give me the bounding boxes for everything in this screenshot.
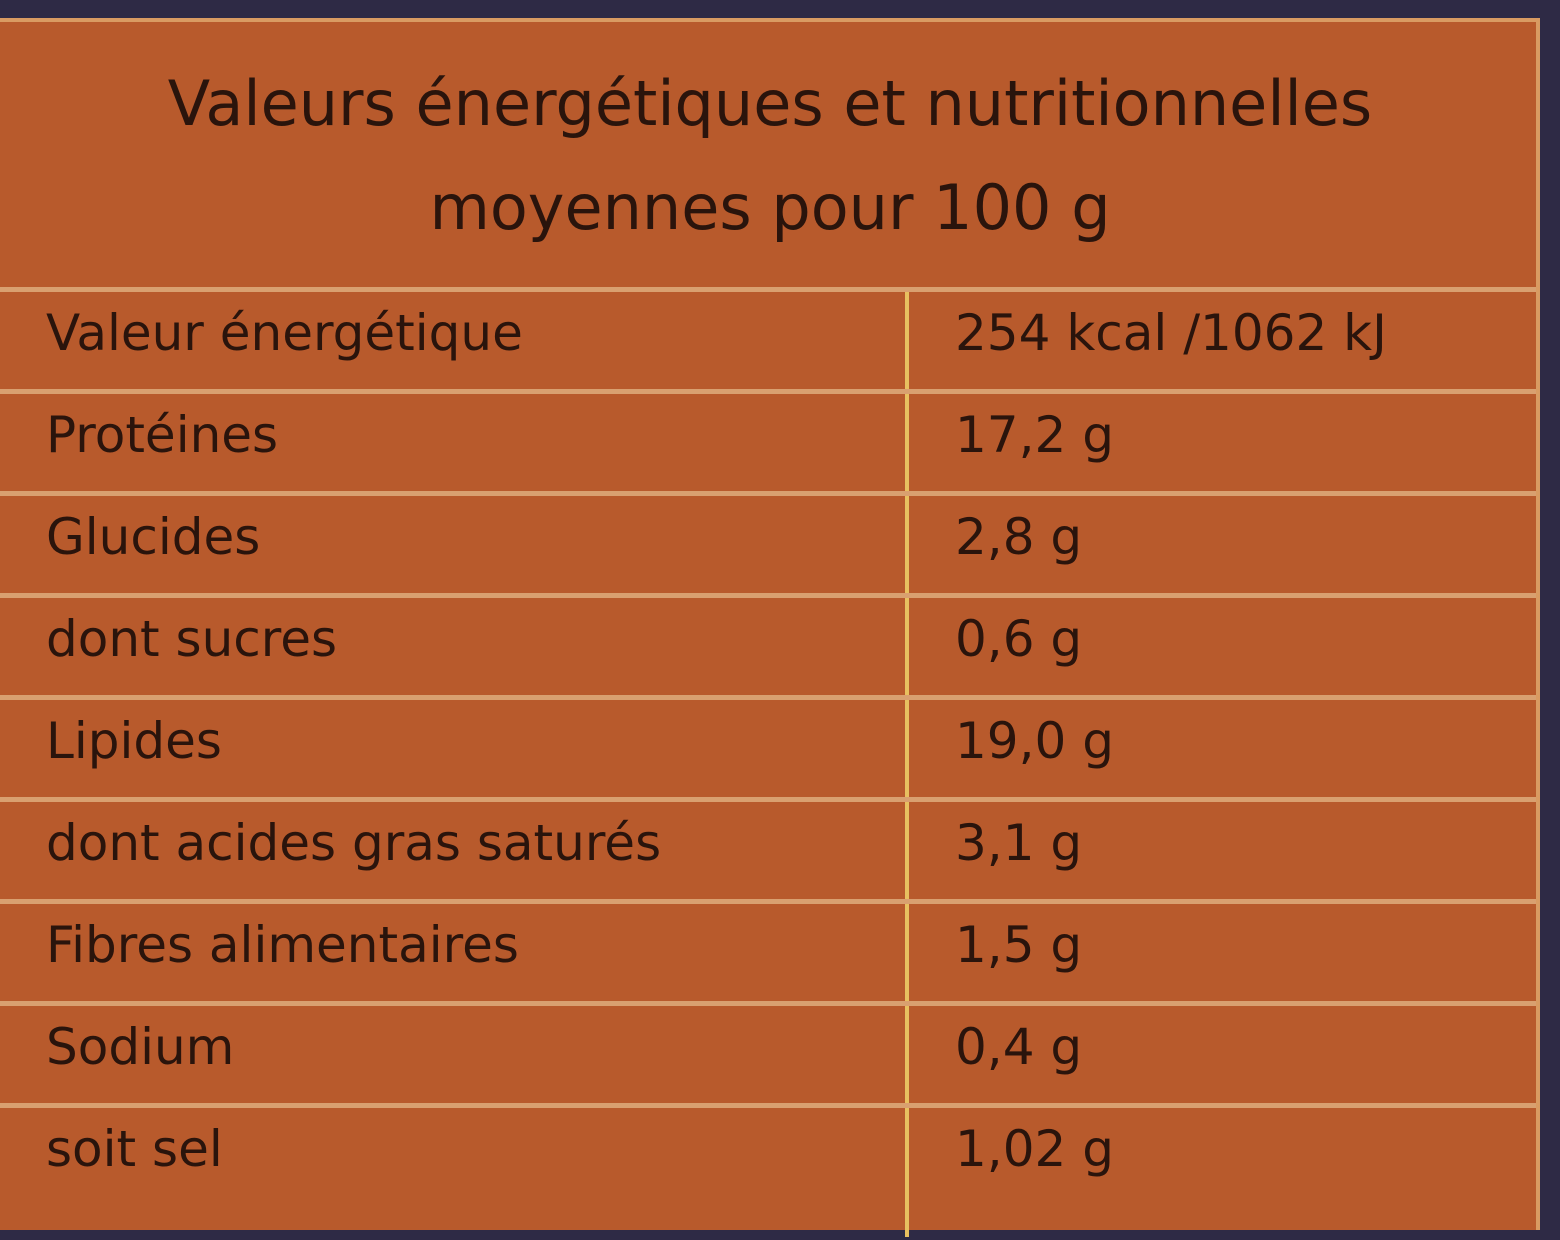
- table-row: Lipides 19,0 g: [0, 695, 1536, 797]
- nutrient-name: dont acides gras saturés: [46, 814, 662, 872]
- title-line: Valeurs énergétiques et nutritionnelles: [167, 67, 1373, 140]
- table-row: Valeur énergétique 254 kcal /1062 kJ: [0, 287, 1536, 389]
- nutrient-value: 0,6 g: [955, 610, 1083, 668]
- nutrition-panel: Valeurs énergétiques et nutritionnelles …: [0, 18, 1540, 1237]
- nutrient-name: Protéines: [46, 406, 279, 464]
- nutrient-value: 1,5 g: [955, 916, 1083, 974]
- nutrient-name: Glucides: [46, 508, 261, 566]
- table-row: dont acides gras saturés 3,1 g: [0, 797, 1536, 899]
- nutrient-value: 17,2 g: [955, 406, 1114, 464]
- nutrient-name: Fibres alimentaires: [46, 916, 519, 974]
- title: Valeurs énergétiques et nutritionnelles …: [0, 52, 1540, 260]
- table-row: Sodium 0,4 g: [0, 1001, 1536, 1103]
- table-row: soit sel 1,02 g: [0, 1103, 1536, 1205]
- nutrient-value: 19,0 g: [955, 712, 1114, 770]
- nutrient-name: Valeur énergétique: [46, 304, 523, 362]
- table-row: Protéines 17,2 g: [0, 389, 1536, 491]
- nutrient-name: dont sucres: [46, 610, 338, 668]
- nutrient-value: 254 kcal /1062 kJ: [955, 304, 1387, 362]
- nutrient-name: Lipides: [46, 712, 222, 770]
- column-divider: [905, 292, 909, 1237]
- nutrient-value: 3,1 g: [955, 814, 1083, 872]
- title-line: moyennes pour 100 g: [429, 171, 1111, 244]
- nutrient-name: Sodium: [46, 1018, 235, 1076]
- table-row: Glucides 2,8 g: [0, 491, 1536, 593]
- table-row: Fibres alimentaires 1,5 g: [0, 899, 1536, 1001]
- nutrient-name: soit sel: [46, 1120, 223, 1178]
- nutrient-value: 2,8 g: [955, 508, 1083, 566]
- nutrient-value: 1,02 g: [955, 1120, 1114, 1178]
- nutrition-table: Valeur énergétique 254 kcal /1062 kJ Proté…: [0, 287, 1536, 1205]
- nutrient-value: 0,4 g: [955, 1018, 1083, 1076]
- table-row: dont sucres 0,6 g: [0, 593, 1536, 695]
